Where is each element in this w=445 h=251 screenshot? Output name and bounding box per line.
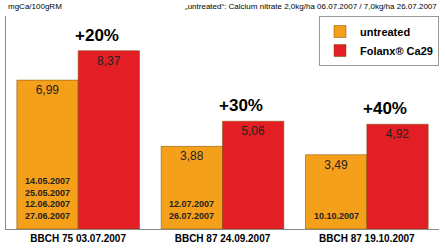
svg-text:4,92: 4,92 (386, 127, 410, 141)
svg-text:12.07.200726.07.2007: 12.07.200726.07.2007 (169, 199, 214, 221)
svg-text:14.05.200725.05.200712.06.2007: 14.05.200725.05.200712.06.200727.06.2007 (25, 176, 70, 221)
svg-text:8,37: 8,37 (97, 54, 121, 68)
svg-text:3,88: 3,88 (180, 149, 204, 163)
svg-text:Folanx® Ca29: Folanx® Ca29 (360, 45, 433, 57)
svg-text:mgCa/100gRM: mgCa/100gRM (8, 2, 62, 11)
svg-text:+30%: +30% (219, 96, 263, 115)
svg-text:+20%: +20% (75, 26, 119, 45)
svg-text:BBCH 87 24.09.2007: BBCH 87 24.09.2007 (175, 233, 271, 244)
svg-text:3,49: 3,49 (324, 158, 348, 172)
svg-text:5,06: 5,06 (241, 124, 265, 138)
svg-text:untreated: untreated (360, 26, 410, 38)
svg-text:BBCH 87 19.10.2007: BBCH 87 19.10.2007 (319, 233, 415, 244)
svg-text:BBCH 75 03.07.2007: BBCH 75 03.07.2007 (30, 233, 126, 244)
svg-text:+40%: +40% (363, 99, 407, 118)
svg-text:6,99: 6,99 (36, 83, 60, 97)
svg-text:„untreated“: Calcium nitrate 2: „untreated“: Calcium nitrate 2,0kg/ha 06… (185, 2, 437, 11)
svg-text:10.10.2007: 10.10.2007 (314, 211, 359, 221)
